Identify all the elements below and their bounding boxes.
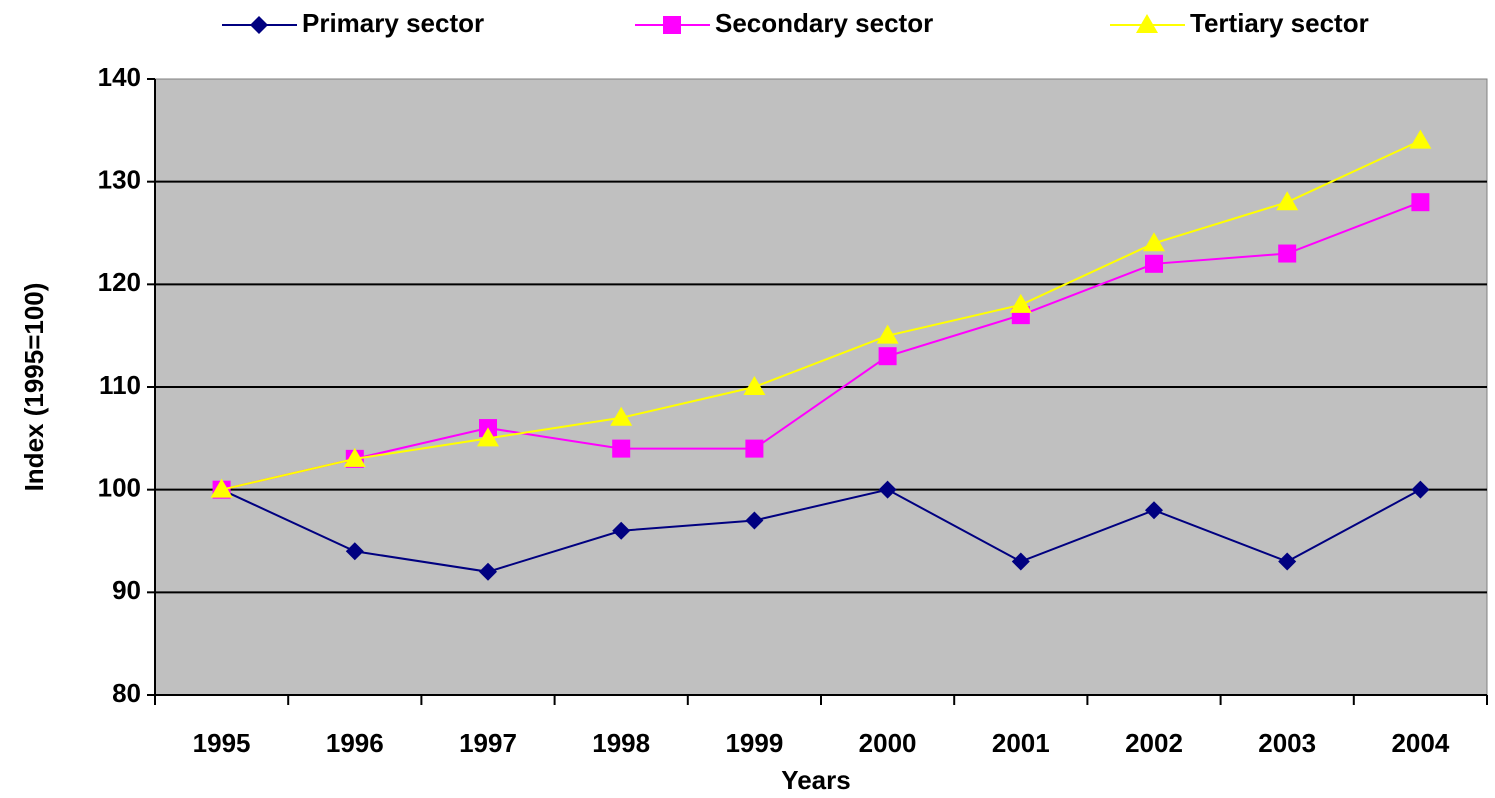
x-tick-label: 2001 [992,728,1050,758]
y-tick-label: 90 [112,575,141,605]
series-line [221,201,1421,491]
legend-label: Tertiary sector [1190,8,1369,38]
marker [479,562,497,581]
marker [878,480,897,499]
series-line [221,488,1421,573]
marker [1011,552,1030,571]
y-tick-label: 130 [98,165,141,195]
marker [1009,293,1032,313]
marker [1278,552,1297,571]
x-tick-label: 1995 [193,728,251,758]
x-axis-label: Years [781,765,850,795]
x-tick-label: 1997 [459,728,517,758]
legend-label: Secondary sector [715,8,933,38]
marker [745,511,764,530]
marker [210,478,233,498]
legend-marker [250,16,268,34]
marker [876,324,899,344]
series-line [221,139,1421,491]
x-tick-label: 1998 [592,728,650,758]
marker [1411,193,1430,212]
x-tick-label: 2002 [1125,728,1183,758]
marker [610,406,633,426]
marker [878,347,897,366]
y-tick-label: 80 [112,678,141,708]
marker [612,439,631,458]
y-axis-label: Index (1995=100) [19,283,49,492]
x-tick-label: 1996 [326,728,384,758]
x-tick-label: 1999 [725,728,783,758]
marker [1278,244,1297,263]
y-tick-label: 120 [98,267,141,297]
marker [345,542,364,561]
legend-marker [1136,14,1158,33]
legend-marker [663,16,681,34]
marker [745,439,764,458]
x-tick-label: 2000 [859,728,917,758]
y-tick-label: 110 [99,370,141,400]
marker [1411,480,1430,499]
marker [343,447,366,467]
x-tick-label: 2003 [1258,728,1316,758]
marker [477,427,499,447]
marker [743,376,766,395]
marker [1409,129,1432,149]
y-tick-label: 100 [98,473,141,503]
marker [1145,501,1163,520]
marker [1276,191,1299,211]
marker [1145,254,1163,273]
x-tick-label: 2004 [1391,728,1449,758]
marker [1143,232,1165,252]
y-tick-label: 140 [98,62,141,92]
legend-label: Primary sector [302,8,484,38]
marker [612,521,631,540]
